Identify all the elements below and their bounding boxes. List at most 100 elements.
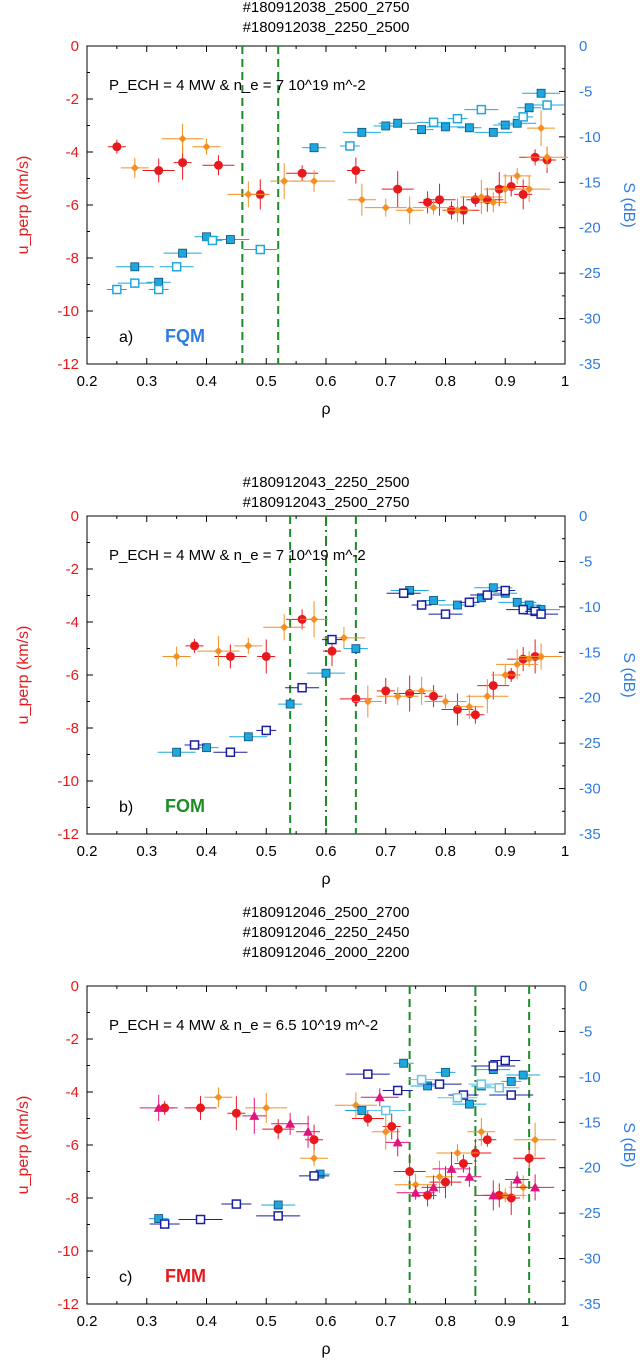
data-point — [435, 195, 445, 205]
data-point — [273, 1200, 283, 1210]
data-point — [339, 633, 348, 642]
x-tick-label: 0.5 — [256, 1313, 277, 1330]
data-point — [464, 1171, 475, 1181]
data-point — [410, 1187, 421, 1197]
y-right-tick-label: 0 — [579, 38, 587, 55]
data-point — [130, 163, 139, 172]
series-5 — [365, 1074, 520, 1116]
data-point — [231, 1108, 241, 1118]
data-point — [518, 1070, 528, 1080]
data-point — [458, 1159, 468, 1169]
y-right-axis-label: S (dB) — [620, 1122, 637, 1167]
y-left-axis-label: u_perp (km/s) — [15, 626, 32, 725]
data-point — [405, 1167, 415, 1176]
data-point — [172, 652, 181, 661]
y-left-tick-label: 0 — [71, 508, 79, 525]
data-point — [172, 747, 182, 757]
y-left-tick-label: -2 — [66, 1031, 79, 1048]
data-point — [530, 1182, 541, 1192]
data-point — [214, 1093, 223, 1102]
data-point — [381, 686, 391, 696]
data-point — [488, 1061, 499, 1071]
y-right-tick-label: -5 — [579, 1023, 592, 1040]
y-left-tick-label: -2 — [66, 561, 79, 578]
data-point — [477, 1127, 486, 1136]
data-point — [190, 641, 200, 651]
data-point — [512, 597, 522, 607]
x-tick-label: 0.9 — [495, 373, 516, 390]
data-point — [542, 100, 552, 110]
data-point — [297, 168, 307, 178]
panel-a: #180912038_2500_2750 #180912038_2250_2500… — [15, 0, 637, 418]
series-0 — [107, 139, 557, 225]
data-point — [537, 652, 546, 661]
data-point — [428, 117, 439, 128]
y-left-tick-label: -8 — [66, 1190, 79, 1207]
data-point — [171, 262, 182, 272]
data-point — [476, 104, 487, 115]
data-point — [130, 278, 140, 288]
data-point — [417, 686, 426, 695]
series-3 — [106, 100, 565, 295]
y-right-axis-label: S (dB) — [620, 182, 637, 227]
series-1 — [162, 601, 563, 719]
y-right-tick-label: -30 — [579, 1251, 601, 1268]
data-point — [446, 1163, 457, 1173]
y-right-tick-label: -15 — [579, 174, 601, 191]
data-point — [398, 588, 409, 598]
y-left-axis-label: u_perp (km/s) — [15, 1096, 32, 1195]
data-point — [453, 600, 462, 610]
data-point — [477, 193, 486, 202]
data-point — [297, 682, 307, 693]
data-point — [303, 1126, 314, 1136]
y-left-axis-label: u_perp (km/s) — [15, 156, 32, 255]
data-point — [488, 127, 498, 137]
data-point — [470, 710, 480, 720]
data-point — [506, 1077, 516, 1086]
data-point — [327, 634, 337, 645]
data-point — [531, 1135, 540, 1144]
data-point — [500, 1055, 510, 1066]
data-point — [482, 1135, 492, 1145]
chart-title: #180912046_2000_2200 — [243, 944, 410, 961]
series-2 — [157, 583, 561, 757]
data-point — [207, 235, 218, 246]
data-point — [310, 177, 319, 186]
data-point — [506, 1090, 516, 1100]
data-point — [321, 668, 331, 678]
y-left-tick-label: -6 — [66, 197, 79, 214]
y-left-tick-label: 0 — [71, 38, 79, 55]
data-point — [189, 740, 200, 750]
data-point — [464, 597, 475, 608]
y-right-tick-label: -5 — [579, 83, 592, 100]
x-tick-label: 0.5 — [256, 843, 277, 860]
data-point — [435, 1172, 444, 1181]
data-point — [512, 1174, 523, 1184]
x-tick-label: 1 — [561, 1313, 569, 1330]
data-point — [243, 732, 253, 742]
data-point — [512, 118, 522, 128]
data-point — [524, 1153, 534, 1163]
data-point — [441, 697, 450, 706]
data-point — [501, 185, 510, 194]
annotation: P_ECH = 4 MW & n_e = 7 10^19 m^-2 — [109, 547, 366, 564]
data-point — [261, 651, 271, 661]
x-tick-label: 0.6 — [316, 373, 337, 390]
x-tick-label: 0.4 — [196, 1313, 217, 1330]
mode-label: FQM — [165, 326, 205, 346]
data-point — [393, 184, 403, 194]
data-point — [285, 699, 295, 709]
data-point — [428, 1182, 439, 1192]
data-point — [417, 125, 427, 134]
x-tick-label: 0.5 — [256, 373, 277, 390]
data-point — [225, 747, 236, 757]
y-right-tick-label: 0 — [579, 508, 587, 525]
data-point — [536, 609, 546, 619]
data-point — [310, 615, 319, 624]
data-point — [363, 1114, 373, 1123]
data-point — [452, 1093, 463, 1103]
data-point — [280, 177, 289, 186]
y-right-tick-label: -25 — [579, 735, 601, 752]
data-point — [525, 185, 534, 194]
y-right-tick-label: -25 — [579, 265, 601, 282]
